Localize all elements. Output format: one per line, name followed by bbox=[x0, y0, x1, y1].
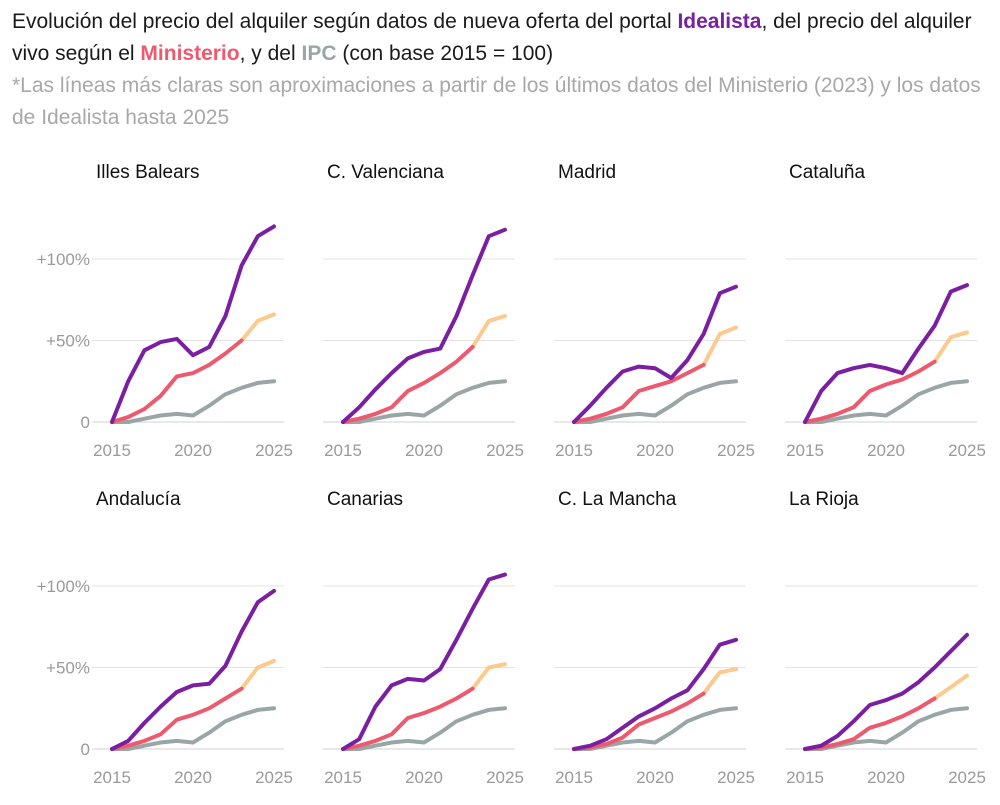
chart-header: Evolución del precio del alquiler según … bbox=[12, 6, 992, 134]
x-tick-label: 2020 bbox=[405, 768, 443, 787]
x-tick-label: 2025 bbox=[717, 441, 755, 460]
title-part-3: , y del bbox=[239, 42, 302, 65]
series-line-idealista bbox=[572, 284, 738, 424]
y-tick-label: 0 bbox=[81, 413, 90, 432]
x-tick-label: 2015 bbox=[786, 768, 824, 787]
x-tick-label: 2025 bbox=[255, 768, 293, 787]
chart-subtitle: *Las líneas más claras son aproximacione… bbox=[12, 74, 981, 129]
series-line-ministerio-approx bbox=[932, 330, 969, 364]
series-line-ipc bbox=[341, 706, 507, 751]
panel-c-la-mancha: C. La Mancha 2015 2020 2025 bbox=[554, 489, 755, 787]
title-part-1: Evolución del precio del alquiler según … bbox=[12, 10, 678, 33]
y-tick-label: +100% bbox=[37, 577, 90, 596]
x-tick-label: 2020 bbox=[405, 441, 443, 460]
x-tick-label: 2025 bbox=[717, 768, 755, 787]
x-tick-label: 2025 bbox=[948, 441, 986, 460]
legend-keyword-idealista: Idealista bbox=[677, 10, 762, 33]
series-line-ministerio bbox=[803, 359, 937, 424]
panel-illes-balears: Illes Balears 0 +50% +100% 2015 2020 2025 bbox=[37, 162, 293, 460]
series-line-ministerio-approx bbox=[239, 659, 276, 691]
series-line-ministerio bbox=[341, 345, 475, 424]
x-tick-label: 2020 bbox=[636, 441, 674, 460]
series-line-ipc bbox=[341, 379, 507, 424]
legend-keyword-ipc: IPC bbox=[301, 42, 337, 65]
series-line-idealista bbox=[341, 572, 507, 751]
panel-title: Andalucía bbox=[96, 489, 181, 510]
series-line-ministerio bbox=[341, 686, 475, 751]
panel-title: La Rioja bbox=[789, 489, 859, 510]
panel-title: Madrid bbox=[558, 162, 616, 183]
series-line-idealista bbox=[110, 588, 276, 751]
panel-andaluc-a: Andalucía 0 +50% +100% 2015 2020 2025 bbox=[37, 489, 293, 787]
series-line-idealista bbox=[572, 637, 738, 751]
panel-title: Canarias bbox=[327, 489, 403, 510]
y-tick-label: 0 bbox=[81, 740, 90, 759]
x-tick-label: 2020 bbox=[867, 441, 905, 460]
panel-catalu-a: Cataluña 2015 2020 2025 bbox=[785, 162, 986, 460]
series-line-ipc bbox=[803, 379, 969, 424]
x-tick-label: 2025 bbox=[486, 441, 524, 460]
series-line-ministerio bbox=[110, 338, 244, 424]
panel-title: Illes Balears bbox=[96, 162, 200, 183]
panel-canarias: Canarias 2015 2020 2025 bbox=[323, 489, 524, 787]
x-tick-label: 2020 bbox=[867, 768, 905, 787]
title-part-2: , del precio del alquiler vivo según el bbox=[12, 10, 972, 65]
series-line-ipc bbox=[572, 379, 738, 424]
series-line-ministerio-approx bbox=[932, 673, 969, 701]
chart-title: Evolución del precio del alquiler según … bbox=[12, 6, 992, 70]
x-tick-label: 2015 bbox=[555, 441, 593, 460]
x-tick-label: 2025 bbox=[486, 768, 524, 787]
panel-title: Cataluña bbox=[789, 162, 865, 183]
series-line-ministerio-approx bbox=[701, 325, 738, 367]
series-line-ministerio bbox=[572, 691, 706, 751]
panel-title: C. Valenciana bbox=[327, 162, 444, 183]
series-line-ministerio bbox=[803, 696, 937, 751]
series-line-ipc bbox=[110, 706, 276, 751]
panel-c-valenciana: C. Valenciana 2015 2020 2025 bbox=[323, 162, 524, 460]
x-tick-label: 2025 bbox=[948, 768, 986, 787]
series-line-ministerio bbox=[572, 362, 706, 424]
y-tick-label: +50% bbox=[46, 332, 90, 351]
title-part-4: (con base 2015 = 100) bbox=[336, 42, 554, 65]
x-tick-label: 2015 bbox=[555, 768, 593, 787]
x-tick-label: 2015 bbox=[93, 768, 131, 787]
series-line-ipc bbox=[110, 379, 276, 424]
panel-la-rioja: La Rioja 2015 2020 2025 bbox=[785, 489, 986, 787]
x-tick-label: 2015 bbox=[324, 768, 362, 787]
series-line-ministerio-approx bbox=[239, 312, 276, 343]
series-line-idealista bbox=[110, 224, 276, 424]
x-tick-label: 2015 bbox=[93, 441, 131, 460]
series-line-ministerio-approx bbox=[470, 662, 507, 691]
panel-title: C. La Mancha bbox=[558, 489, 677, 510]
series-line-ministerio-approx bbox=[470, 314, 507, 349]
series-line-idealista bbox=[803, 632, 969, 751]
x-tick-label: 2025 bbox=[255, 441, 293, 460]
series-line-idealista bbox=[341, 227, 507, 424]
x-tick-label: 2015 bbox=[786, 441, 824, 460]
series-line-idealista bbox=[803, 283, 969, 424]
x-tick-label: 2015 bbox=[324, 441, 362, 460]
y-tick-label: +100% bbox=[37, 250, 90, 269]
panel-madrid: Madrid 2015 2020 2025 bbox=[554, 162, 755, 460]
series-line-ministerio-approx bbox=[701, 667, 738, 696]
legend-keyword-ministerio: Ministerio bbox=[140, 42, 240, 65]
x-tick-label: 2020 bbox=[636, 768, 674, 787]
y-tick-label: +50% bbox=[46, 659, 90, 678]
x-tick-label: 2020 bbox=[174, 441, 212, 460]
series-line-ministerio bbox=[110, 686, 244, 751]
x-tick-label: 2020 bbox=[174, 768, 212, 787]
